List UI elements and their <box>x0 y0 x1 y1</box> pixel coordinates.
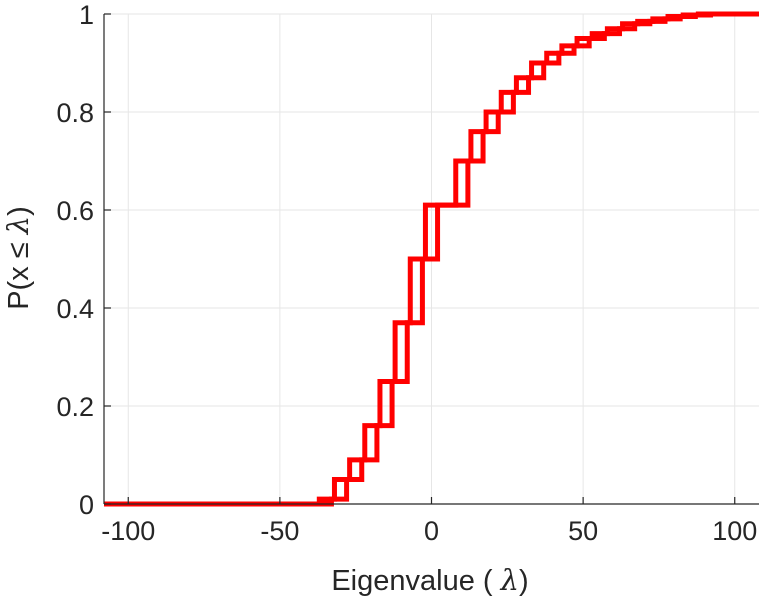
x-tick-label: -100 <box>101 516 155 546</box>
x-tick-label: 0 <box>424 516 439 546</box>
y-tick-label: 0.6 <box>56 196 94 226</box>
y-tick-label: 0.4 <box>56 294 94 324</box>
y-tick-label: 1 <box>79 0 94 30</box>
y-axis-label: P(x ≤ λ) <box>1 206 35 310</box>
x-tick-label: -50 <box>260 516 299 546</box>
y-tick-label: 0 <box>79 490 94 520</box>
y-tick-label: 0.2 <box>56 392 94 422</box>
x-tick-label: 50 <box>568 516 598 546</box>
series-line-2 <box>104 11 759 507</box>
grid-lines <box>104 13 759 505</box>
x-tick-label: 100 <box>712 516 757 546</box>
y-tick-label: 0.8 <box>56 98 94 128</box>
ticks: -100 -50 0 50 100 0 0.2 0.4 0.6 0.8 1 <box>56 0 757 546</box>
series-group <box>104 11 759 507</box>
x-axis-label: Eigenvalue ( λ) <box>331 563 528 597</box>
